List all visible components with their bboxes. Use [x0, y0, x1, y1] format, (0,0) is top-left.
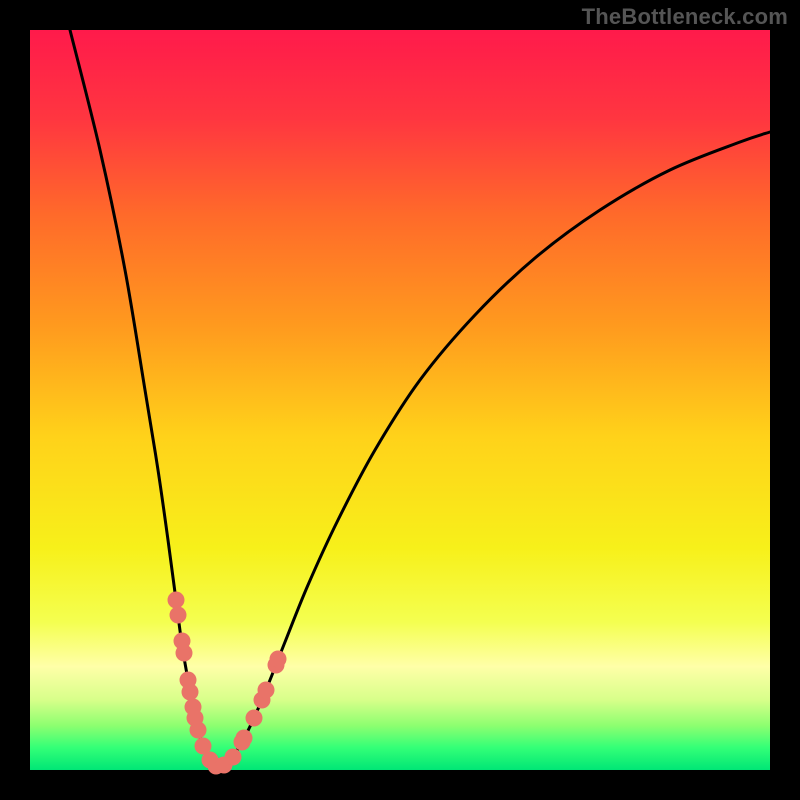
marker-dot: [176, 645, 193, 662]
chart-frame: TheBottleneck.com: [0, 0, 800, 800]
watermark-text: TheBottleneck.com: [582, 4, 788, 30]
marker-dot: [225, 749, 242, 766]
marker-layer: [30, 30, 770, 770]
marker-dot: [236, 730, 253, 747]
marker-dot: [258, 682, 275, 699]
marker-dot: [168, 592, 185, 609]
marker-dot: [182, 684, 199, 701]
plot-area: [30, 30, 770, 770]
marker-dot: [246, 710, 263, 727]
marker-dot: [190, 722, 207, 739]
marker-dot: [170, 607, 187, 624]
marker-dot: [270, 651, 287, 668]
